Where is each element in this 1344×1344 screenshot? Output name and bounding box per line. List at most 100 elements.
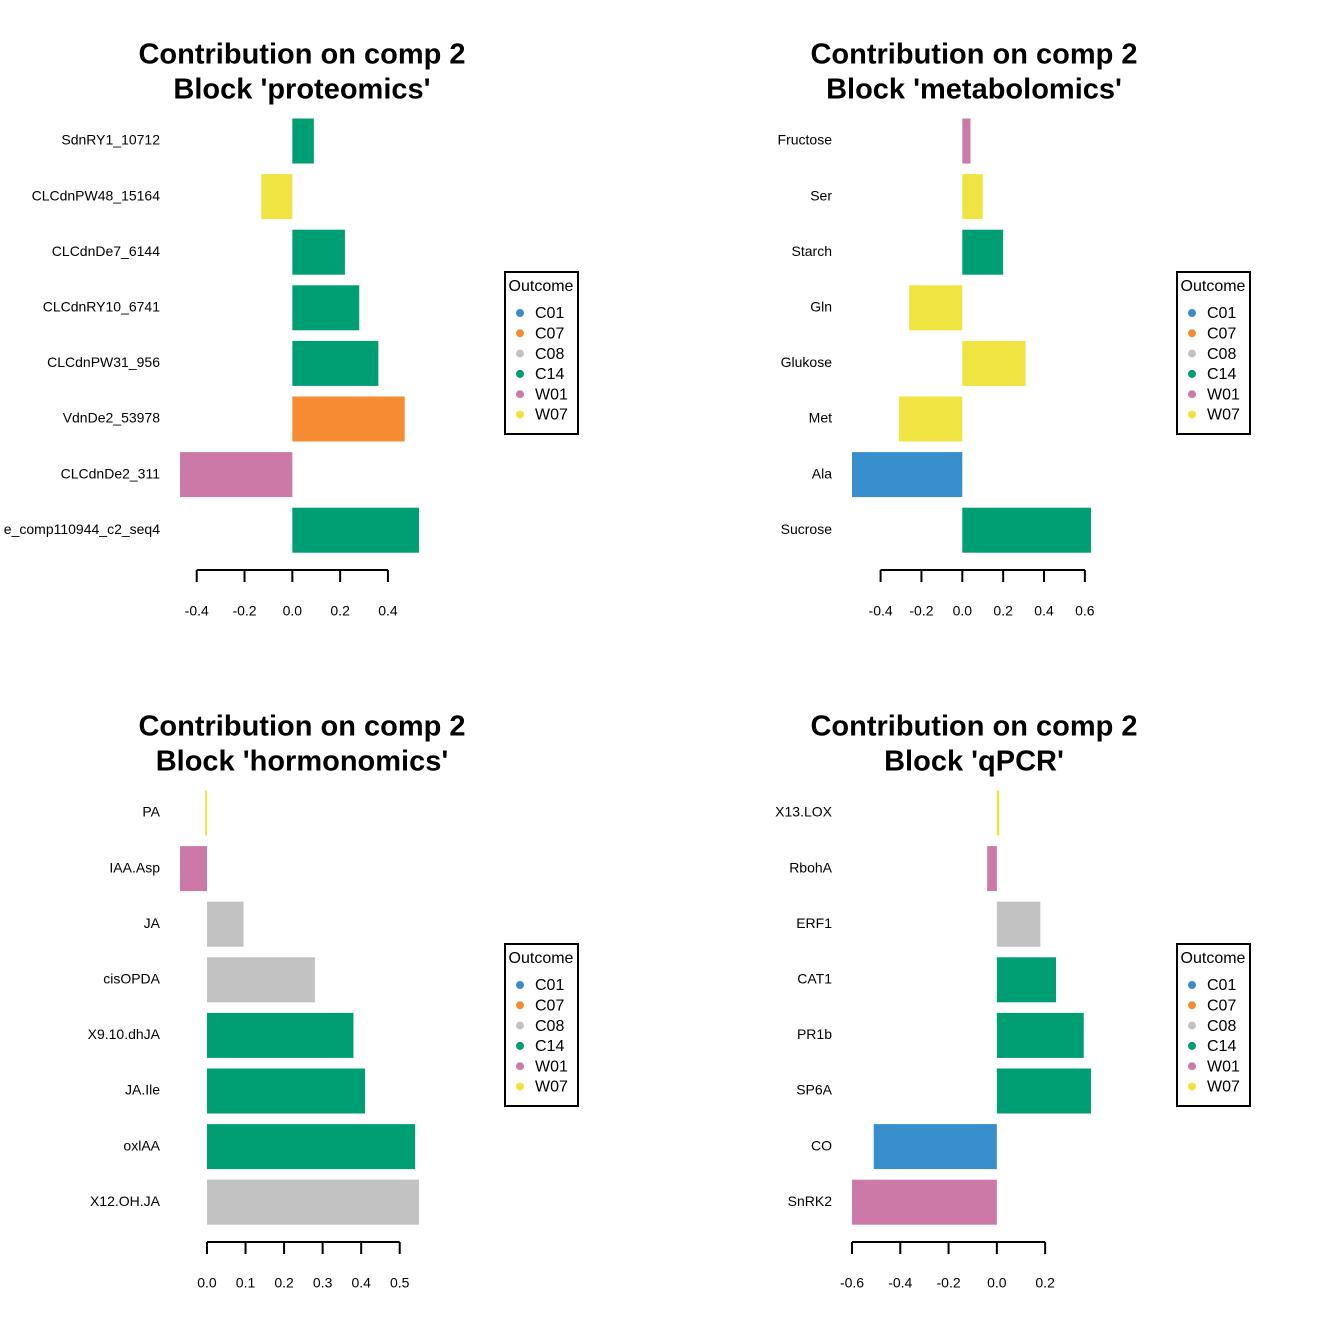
y-tick-label: VdnDe2_53978 [63, 410, 161, 426]
legend-label: C01 [1207, 305, 1236, 322]
y-tick-label: Met [809, 410, 832, 426]
y-tick-label: cisOPDA [103, 971, 160, 987]
legend-label: C08 [535, 1018, 564, 1035]
chart-title: Contribution on comp 2 [810, 711, 1137, 743]
chart-title: Contribution on comp 2 [810, 39, 1137, 71]
legend-swatch [1188, 1082, 1196, 1091]
bar [292, 118, 314, 164]
x-tick-label: -0.2 [909, 603, 933, 619]
legend-title: Outcome [1181, 950, 1246, 967]
y-tick-label: X13.LOX [775, 804, 832, 820]
legend-title: Outcome [1181, 278, 1246, 295]
legend-label: C14 [1207, 366, 1236, 383]
y-tick-label: JA [144, 915, 161, 931]
legend-label: C14 [535, 366, 564, 383]
legend-box [504, 271, 579, 435]
bar [873, 1124, 997, 1170]
x-tick-label: 0.2 [330, 603, 350, 619]
legend-swatch [516, 1001, 524, 1010]
legend-swatch [516, 309, 524, 317]
y-tick-label: oxlAA [123, 1137, 160, 1153]
legend-label: C07 [1207, 998, 1236, 1015]
legend-box [504, 943, 579, 1107]
legend-label: C08 [535, 346, 564, 363]
legend-label: W07 [535, 1079, 568, 1096]
legend-label: C07 [535, 326, 564, 343]
bar [962, 118, 971, 164]
legend-swatch [1188, 329, 1196, 338]
legend-swatch [516, 1021, 524, 1030]
bar [206, 901, 244, 947]
legend-label: C01 [535, 305, 564, 322]
legend-label: W07 [1207, 1079, 1240, 1096]
chart-subtitle: Block 'qPCR' [884, 746, 1064, 778]
x-tick-label: 0.0 [987, 1275, 1007, 1291]
legend-box [1176, 271, 1251, 435]
bar [996, 1012, 1084, 1058]
legend-label: W01 [1207, 1058, 1240, 1075]
y-tick-label: RbohA [789, 859, 832, 875]
y-tick-label: CO [811, 1137, 832, 1153]
x-tick-label: 0.5 [390, 1275, 410, 1291]
x-tick-label: 0.0 [197, 1275, 217, 1291]
y-tick-label: CLCdnPW31_956 [47, 354, 160, 370]
bar [205, 790, 207, 836]
x-tick-label: 0.3 [313, 1275, 333, 1291]
legend-label: C14 [1207, 1038, 1236, 1055]
y-tick-label: JA.Ile [125, 1082, 160, 1098]
x-tick-label: 0.4 [378, 603, 398, 619]
bar [962, 174, 983, 220]
legend-label: C07 [535, 998, 564, 1015]
legend-label: C14 [535, 1038, 564, 1055]
chart-subtitle: Block 'hormonomics' [156, 746, 449, 778]
x-tick-label: 0.1 [236, 1275, 256, 1291]
legend-label: W07 [535, 407, 568, 424]
legend-label: W01 [535, 386, 568, 403]
bar [206, 1179, 419, 1225]
bar [962, 340, 1026, 386]
legend-swatch [516, 390, 524, 399]
x-tick-label: 0.0 [953, 603, 973, 619]
legend-swatch [1188, 1021, 1196, 1030]
x-tick-label: -0.4 [888, 1275, 912, 1291]
bar [180, 846, 207, 892]
legend-swatch [516, 349, 524, 358]
legend-swatch [1188, 309, 1196, 317]
legend-label: W01 [1207, 386, 1240, 403]
legend-swatch [1188, 410, 1196, 419]
x-tick-label: -0.4 [869, 603, 893, 619]
y-tick-label: CLCdnPW48_15164 [32, 187, 161, 203]
legend-swatch [516, 1082, 524, 1091]
bar [292, 507, 419, 553]
x-tick-label: -0.4 [185, 603, 209, 619]
x-tick-label: 0.2 [993, 603, 1013, 619]
bar [206, 1124, 416, 1170]
y-tick-label: CLCdnDe7_6144 [52, 243, 160, 259]
bar [996, 901, 1041, 947]
legend-swatch [1188, 349, 1196, 358]
y-tick-label: X9.10.dhJA [88, 1026, 161, 1042]
y-tick-label: Ala [812, 465, 832, 481]
legend-swatch [516, 981, 524, 989]
x-tick-label: 0.4 [351, 1275, 371, 1291]
legend-swatch [516, 1062, 524, 1071]
y-tick-label: CAT1 [797, 971, 832, 987]
bar [996, 1068, 1091, 1114]
y-tick-label: CLCdnRY10_6741 [43, 299, 160, 315]
y-tick-label: e_comp110944_c2_seq4 [4, 521, 160, 537]
chart-subtitle: Block 'metabolomics' [826, 74, 1122, 106]
bar [909, 285, 963, 331]
bar [852, 452, 963, 498]
bar [180, 452, 293, 498]
x-tick-label: 0.2 [1035, 1275, 1055, 1291]
legend-swatch [1188, 981, 1196, 989]
y-tick-label: Gln [810, 299, 832, 315]
y-tick-label: ERF1 [796, 915, 832, 931]
bar [996, 790, 1000, 836]
y-tick-label: SP6A [796, 1082, 832, 1098]
y-tick-label: Fructose [778, 132, 833, 148]
legend-swatch [516, 329, 524, 338]
